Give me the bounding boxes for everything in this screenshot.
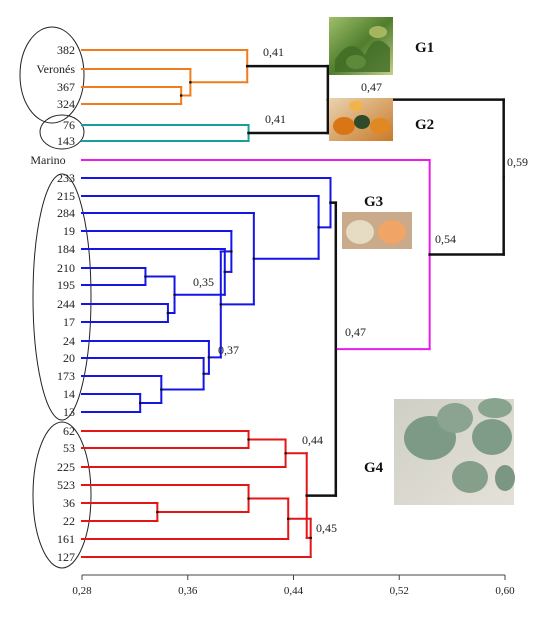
leaf-label: 143	[57, 134, 75, 148]
branch-node	[284, 451, 287, 455]
branch-node	[329, 201, 332, 204]
leaf-label: 36	[63, 496, 75, 510]
x-axis: 0,28 0,36 0,44 0,52 0,60	[72, 574, 515, 597]
branch-node	[317, 226, 320, 229]
branch-node	[305, 494, 309, 497]
branch-node	[428, 253, 431, 256]
leaf-label: 22	[63, 514, 75, 528]
leaf-label: 17	[63, 315, 75, 329]
branch-node	[179, 94, 183, 97]
sim-label-g4-lower: 0,45	[316, 521, 337, 535]
group-label-g1: G1	[415, 40, 434, 56]
leaf-label: 173	[57, 369, 75, 383]
leaf-label: 382	[57, 43, 75, 57]
sim-label-g1-g2: 0,47	[361, 80, 382, 94]
branch-node	[173, 293, 176, 297]
g3-pumpkins-image	[342, 212, 412, 249]
branch-node	[166, 311, 170, 315]
leaf-label: 14	[63, 387, 75, 401]
branch-node	[223, 270, 227, 274]
branch-node	[326, 98, 330, 101]
g2-ellipse	[39, 114, 85, 150]
axis-tick-label: 0,52	[390, 585, 409, 597]
leaf-label: 284	[57, 206, 75, 220]
leaf-label: 76	[63, 118, 75, 132]
sim-label-top: 0,59	[507, 155, 528, 169]
branch-node	[207, 356, 211, 359]
sim-label-g4-upper: 0,44	[302, 433, 323, 447]
leaf-label: 324	[57, 97, 75, 111]
leaf-label: 215	[57, 189, 75, 203]
leaf-label: 161	[57, 532, 75, 546]
leaf-label: 127	[57, 550, 75, 564]
axis-tick-label: 0,36	[178, 585, 198, 597]
leaf-label: 184	[57, 242, 75, 256]
branch-node	[252, 257, 256, 261]
branch-node	[309, 536, 312, 540]
g1-plant-image	[329, 17, 393, 75]
branch-node	[138, 401, 142, 405]
branch-node	[156, 510, 159, 514]
axis-tick-label: 0,44	[284, 585, 304, 597]
leaf-label: 210	[57, 261, 75, 275]
leaf-label: 19	[63, 224, 75, 238]
branch-node	[219, 303, 223, 306]
g4-pumpkins-image	[394, 398, 515, 505]
group-label-g4: G4	[364, 460, 384, 476]
branch-node	[245, 64, 249, 68]
branch-node	[247, 497, 250, 500]
branch-node	[247, 131, 250, 135]
leaf-label: 53	[63, 441, 75, 455]
leaf-label: 233	[57, 171, 75, 185]
branch-node	[189, 80, 192, 84]
leaf-label: 367	[57, 80, 75, 94]
branch-node	[160, 388, 163, 391]
leaf-label: 24	[63, 334, 75, 348]
sim-label-g3-marino: 0,54	[435, 232, 456, 246]
leaf-label: 20	[63, 351, 75, 365]
leaf-label: Veronés	[36, 62, 75, 76]
sim-label-g1: 0,41	[263, 45, 284, 59]
axis-tick-label: 0,28	[72, 585, 92, 597]
branch-node	[286, 517, 290, 521]
leaf-label: 13	[63, 405, 75, 419]
branch-node	[334, 347, 338, 351]
leaf-label: 62	[63, 424, 75, 438]
g3-ellipse	[32, 173, 92, 421]
branch-node	[230, 250, 233, 253]
branch-node	[247, 438, 250, 441]
g4-ellipse	[32, 421, 92, 569]
leaf-label: 225	[57, 460, 75, 474]
leaf-label: 195	[57, 278, 75, 292]
branch-node	[502, 175, 505, 179]
sim-label-g2: 0,41	[265, 112, 286, 126]
group-label-g3: G3	[364, 194, 383, 210]
g1-ellipse	[19, 26, 85, 124]
axis-tick-label: 0,60	[495, 585, 515, 597]
leaf-label: Marino	[30, 153, 65, 167]
sim-label-g3-g4: 0,47	[345, 325, 366, 339]
sim-label-g3-inner: 0,35	[193, 275, 214, 289]
branch-node	[202, 372, 205, 376]
branch-node	[144, 275, 147, 278]
leaf-label: 523	[57, 478, 75, 492]
leaf-label: 244	[57, 297, 75, 311]
group-label-g2: G2	[415, 117, 434, 133]
sim-label-g3-lower: 0,37	[218, 343, 239, 357]
g2-pumpkins-image	[329, 98, 393, 141]
